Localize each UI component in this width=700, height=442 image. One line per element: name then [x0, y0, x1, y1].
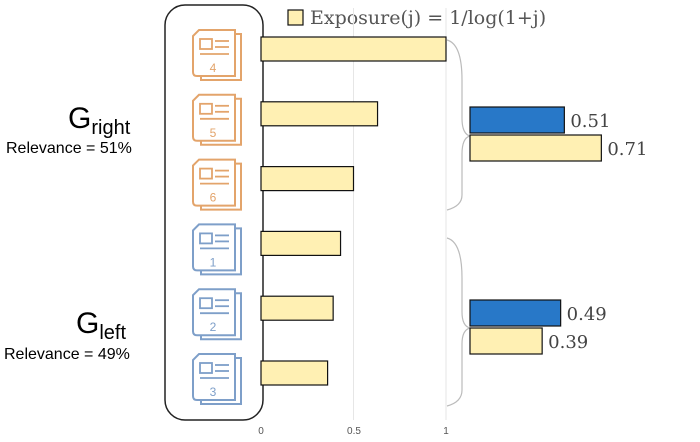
document-rank-label: 4 — [210, 61, 217, 75]
exposure-bar — [260, 360, 329, 386]
bar-value-label: 0.71 — [607, 139, 647, 160]
document-icon: 5 — [192, 93, 242, 146]
relevance-exposure-bar — [469, 327, 543, 355]
relevance-exposure-bar — [469, 299, 562, 327]
legend-label: Exposure(j) = 1/log(1+j) — [310, 7, 546, 29]
group-label-left: Gleft Relevance = 49% — [4, 307, 130, 363]
relevance-label: Relevance = 51% — [6, 140, 132, 157]
x-axis-ticks: 0 0.5 1 — [258, 426, 449, 437]
exposure-bar — [260, 36, 447, 62]
ranking-frame — [164, 4, 264, 421]
document-icon: 1 — [192, 223, 242, 276]
relevance-exposure-bars: 0.51 0.71 0.49 0.39 — [469, 106, 647, 355]
exposure-bar — [260, 230, 342, 256]
brace-left-group — [446, 237, 471, 407]
document-rank-label: 1 — [210, 255, 217, 269]
exposure-bars — [260, 36, 447, 386]
x-tick-label: 0 — [258, 426, 264, 437]
bar-value-label: 0.39 — [548, 332, 588, 353]
document-rank-label: 2 — [210, 320, 217, 334]
document-icon: 4 — [192, 29, 242, 81]
legend-swatch — [287, 9, 304, 26]
x-tick-label: 0.5 — [347, 426, 361, 437]
exposure-bar — [260, 101, 379, 127]
group-label-right: Gright Relevance = 51% — [6, 102, 132, 157]
exposure-bar — [260, 166, 355, 192]
exposure-bar — [260, 295, 334, 321]
document-icon: 2 — [192, 288, 242, 341]
bar-value-label: 0.49 — [567, 304, 607, 325]
relevance-label: Relevance = 49% — [4, 346, 130, 363]
document-rank-label: 5 — [210, 126, 217, 140]
relevance-exposure-bar — [469, 134, 602, 162]
bar-value-label: 0.51 — [570, 111, 610, 132]
document-icon: 3 — [192, 353, 242, 405]
document-rank-label: 6 — [210, 191, 217, 205]
relevance-exposure-bar — [469, 106, 565, 134]
group-name: Gright — [68, 102, 131, 139]
document-icons: 4 5 6 1 2 3 — [192, 29, 242, 405]
brace-right-group — [446, 39, 471, 211]
document-rank-label: 3 — [210, 385, 217, 399]
group-name: Gleft — [76, 307, 126, 344]
gridlines — [353, 8, 447, 420]
legend: Exposure(j) = 1/log(1+j) — [287, 7, 546, 29]
x-tick-label: 1 — [443, 426, 449, 437]
document-icon: 6 — [192, 158, 242, 211]
